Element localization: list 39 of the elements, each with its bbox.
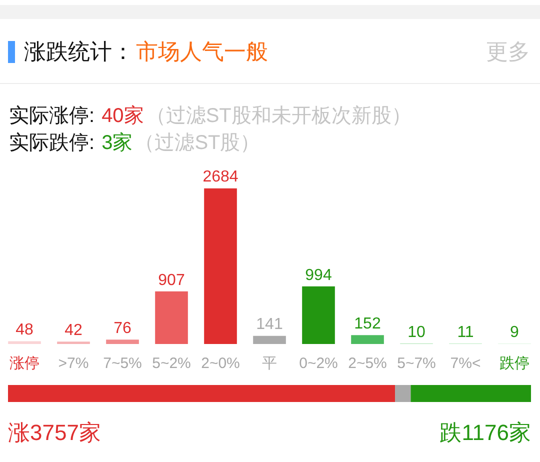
text: 实际涨停: — [9, 105, 95, 127]
x-tick-label: 涨停 — [10, 355, 40, 372]
bar — [302, 286, 335, 344]
bar — [8, 341, 41, 344]
bar — [204, 188, 237, 344]
text: （过滤ST股） — [134, 132, 260, 154]
bar — [106, 340, 139, 344]
x-tick-label: 0~2% — [299, 355, 338, 372]
x-tick-label: 7%< — [450, 355, 481, 372]
data-label: 152 — [354, 316, 381, 333]
x-tick-label: >7% — [58, 355, 89, 372]
text: 40家 — [102, 105, 144, 127]
data-label: 141 — [256, 316, 283, 334]
x-tick-label: 跌停 — [500, 355, 530, 372]
data-label: 76 — [114, 320, 132, 337]
series-label: 涨3757家 — [8, 420, 101, 446]
series-label: 跌1176家 — [440, 420, 531, 446]
x-tick-label: 7~5% — [103, 355, 142, 372]
data-label: 2684 — [202, 168, 238, 186]
data-label: 10 — [408, 324, 426, 341]
chart-subtitle: 市场人气一般 — [136, 39, 268, 64]
text: 实际跌停: — [9, 132, 95, 154]
data-label: 42 — [64, 322, 82, 339]
x-tick-label: 5~2% — [152, 355, 191, 372]
x-tick-label: 平 — [262, 355, 277, 372]
bar — [253, 336, 286, 344]
bar — [351, 335, 384, 344]
x-tick-label: 2~0% — [201, 355, 240, 372]
data-label: 9 — [510, 324, 520, 341]
text: 3家 — [102, 132, 133, 154]
data-label: 994 — [305, 266, 332, 284]
bar — [155, 291, 188, 344]
x-tick-label: 2~5% — [348, 355, 387, 372]
chart-title: 涨跌统计： — [24, 39, 134, 64]
x-tick-label: 5~7% — [397, 355, 436, 372]
data-label: 48 — [16, 322, 34, 339]
data-label: 11 — [457, 324, 474, 341]
text: （过滤ST股和未开板次新股） — [146, 105, 412, 127]
data-label: 907 — [158, 272, 185, 289]
